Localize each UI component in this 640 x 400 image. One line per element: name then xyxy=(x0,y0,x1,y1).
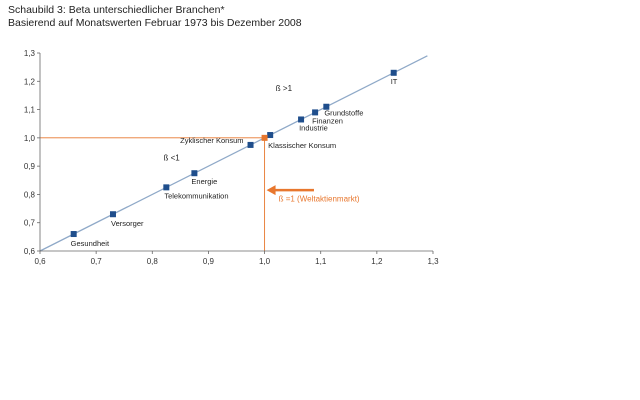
point-zyklischer-konsum xyxy=(247,141,254,148)
market-arrow-head xyxy=(266,185,276,196)
label-finanzen: Finanzen xyxy=(312,116,343,125)
annotation-beta-lt-1: ß <1 xyxy=(164,153,181,162)
point-it xyxy=(390,69,397,76)
data-points xyxy=(70,69,397,238)
y-tick-label: 1,0 xyxy=(24,134,36,143)
label-gesundheit: Gesundheit xyxy=(71,239,110,248)
regression-line xyxy=(39,55,428,252)
label-it: IT xyxy=(391,77,398,86)
chart-title: Schaubild 3: Beta unterschiedlicher Bran… xyxy=(8,4,225,16)
x-tick-label: 0,9 xyxy=(203,257,215,266)
market-label: ß =1 (Weltaktienmarkt) xyxy=(279,195,360,204)
label-klassischer-konsum: Klassischer Konsum xyxy=(268,141,336,150)
x-axis-ticks: 0,6 0,7 0,8 0,9 1,0 1,1 1,2 1,3 xyxy=(34,251,439,266)
point-klassischer-konsum xyxy=(267,132,274,139)
point-versorger xyxy=(109,211,116,218)
label-versorger: Versorger xyxy=(111,219,144,228)
chart-header: Schaubild 3: Beta unterschiedlicher Bran… xyxy=(8,4,302,30)
label-telekommunikation: Telekommunikation xyxy=(164,191,228,200)
label-grundstoffe: Grundstoffe xyxy=(324,109,363,118)
point-finanzen xyxy=(312,109,319,116)
y-tick-label: 0,8 xyxy=(24,190,36,199)
label-industrie: Industrie xyxy=(299,123,328,132)
point-gesundheit xyxy=(70,231,77,238)
x-tick-label: 0,6 xyxy=(34,257,46,266)
y-tick-label: 1,1 xyxy=(24,106,36,115)
x-tick-label: 1,0 xyxy=(259,257,271,266)
label-zyklischer-konsum: Zyklischer Konsum xyxy=(180,136,243,145)
point-industrie xyxy=(298,116,305,123)
point-telekommunikation xyxy=(163,184,170,191)
y-tick-label: 0,7 xyxy=(24,219,36,228)
x-tick-label: 1,3 xyxy=(427,257,439,266)
y-tick-label: 0,6 xyxy=(24,247,36,256)
y-tick-label: 0,9 xyxy=(24,162,36,171)
annotations: ß >1 ß <1 ß =1 (Weltaktienmarkt) xyxy=(164,84,360,203)
y-tick-label: 1,3 xyxy=(24,49,36,58)
axes xyxy=(39,53,433,252)
label-energie: Energie xyxy=(191,177,217,186)
y-axis-ticks: 0,6 0,7 0,8 0,9 1,0 1,1 1,2 1,3 xyxy=(24,49,40,256)
point-labels: Gesundheit Versorger Telekommunikation Ener… xyxy=(71,77,398,248)
point-energie xyxy=(191,170,198,177)
reference-lines xyxy=(40,137,266,251)
x-tick-label: 1,1 xyxy=(315,257,327,266)
point-grundstoffe xyxy=(323,103,330,110)
x-tick-label: 0,7 xyxy=(91,257,103,266)
chart-subtitle: Basierend auf Monatswerten Februar 1973 … xyxy=(8,17,302,29)
point-market xyxy=(261,134,268,141)
annotation-beta-gt-1: ß >1 xyxy=(276,84,293,93)
x-tick-label: 0,8 xyxy=(147,257,159,266)
y-tick-label: 1,2 xyxy=(24,77,36,86)
x-tick-label: 1,2 xyxy=(371,257,383,266)
